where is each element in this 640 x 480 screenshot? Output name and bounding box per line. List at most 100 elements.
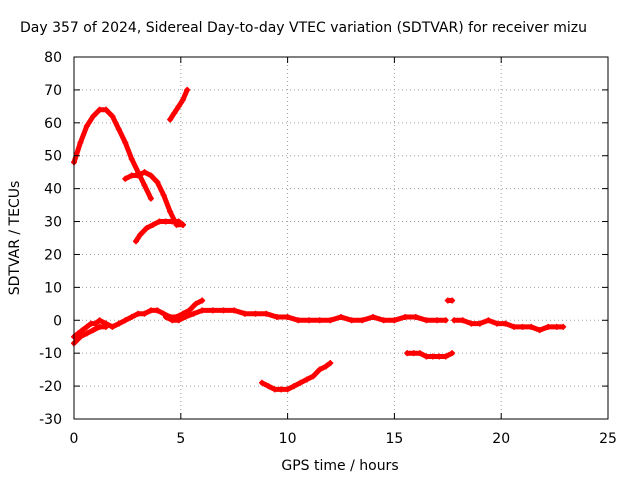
data-point <box>442 353 449 360</box>
data-point <box>348 317 355 324</box>
data-point <box>109 113 116 120</box>
data-point <box>79 327 86 334</box>
data-point <box>449 350 456 357</box>
series-line-arc-b <box>122 169 186 228</box>
data-point <box>83 123 90 130</box>
data-point <box>536 327 543 334</box>
axis-ticks: 0 5 10 15 20 25 -30 -20 -10 0 10 20 30 40 50 60 70 80 <box>39 50 617 447</box>
data-point <box>423 317 430 324</box>
y-tick-label: 60 <box>44 116 62 132</box>
data-point <box>122 139 129 146</box>
data-point <box>485 317 492 324</box>
data-point <box>468 320 475 327</box>
data-point <box>96 317 103 324</box>
y-tick-label: 40 <box>44 182 62 198</box>
data-point <box>169 317 176 324</box>
data-point <box>169 218 176 225</box>
data-point <box>327 317 334 324</box>
data-point <box>291 383 298 390</box>
data-point <box>171 109 178 116</box>
data-point <box>436 353 443 360</box>
data-point <box>545 323 552 330</box>
y-tick-label: -30 <box>39 412 62 428</box>
data-point <box>271 386 278 393</box>
data-point <box>338 313 344 320</box>
data-point <box>402 313 409 320</box>
data-point <box>135 172 142 179</box>
data-point <box>199 297 206 304</box>
data-point <box>147 195 154 202</box>
data-point <box>263 310 270 317</box>
data-point <box>135 310 142 317</box>
data-point <box>459 317 466 324</box>
data-point <box>115 126 122 133</box>
data-point <box>156 218 163 225</box>
y-tick-label: 0 <box>53 313 62 329</box>
x-tick-label: 0 <box>70 431 79 447</box>
data-point <box>511 323 518 330</box>
data-point <box>141 169 148 176</box>
series-layer <box>71 86 567 393</box>
x-axis-label: GPS time / hours <box>281 458 398 474</box>
data-point <box>258 379 265 386</box>
data-point <box>209 307 216 314</box>
data-point <box>303 376 310 383</box>
data-point <box>434 317 441 324</box>
y-tick-label: 70 <box>44 83 62 99</box>
data-point <box>284 386 291 393</box>
data-point <box>316 317 323 324</box>
data-point <box>184 86 191 93</box>
data-point <box>128 172 135 179</box>
data-point <box>77 333 84 340</box>
y-tick-label: 10 <box>44 280 62 296</box>
data-point <box>412 313 419 320</box>
data-point <box>410 350 417 357</box>
series-line-arc-f <box>71 324 109 346</box>
data-point <box>429 353 436 360</box>
data-point <box>154 179 161 186</box>
grid <box>74 57 608 419</box>
data-point <box>96 106 103 113</box>
data-point <box>295 317 302 324</box>
data-point <box>154 307 161 314</box>
x-tick-label: 5 <box>176 431 185 447</box>
data-point <box>77 139 84 146</box>
x-tick-label: 10 <box>279 431 297 447</box>
series-line-arc-g <box>163 307 449 323</box>
data-point <box>150 221 157 228</box>
data-point <box>175 103 182 110</box>
data-point <box>83 330 90 337</box>
data-point <box>449 297 456 304</box>
y-tick-label: 50 <box>44 149 62 165</box>
data-point <box>182 313 189 320</box>
data-point <box>179 221 186 228</box>
data-point <box>327 360 334 367</box>
x-tick-label: 15 <box>385 431 403 447</box>
data-point <box>90 327 97 334</box>
data-point <box>391 317 398 324</box>
series-line-arc-i <box>451 317 566 333</box>
data-point <box>137 231 144 238</box>
data-point <box>273 313 280 320</box>
data-point <box>90 113 97 120</box>
data-point <box>147 307 154 314</box>
data-point <box>103 106 110 113</box>
data-point <box>122 175 129 182</box>
data-point <box>141 310 148 317</box>
data-point <box>265 383 272 390</box>
data-point <box>560 323 567 330</box>
data-point <box>186 307 193 314</box>
data-point <box>167 116 174 123</box>
data-point <box>147 172 154 179</box>
data-point <box>370 313 377 320</box>
data-point <box>404 350 411 357</box>
data-point <box>162 313 169 320</box>
data-point <box>115 320 122 327</box>
data-point <box>96 323 103 330</box>
data-point <box>359 317 366 324</box>
data-point <box>231 307 238 314</box>
data-point <box>109 323 116 330</box>
data-point <box>92 320 99 327</box>
data-point <box>122 317 129 324</box>
